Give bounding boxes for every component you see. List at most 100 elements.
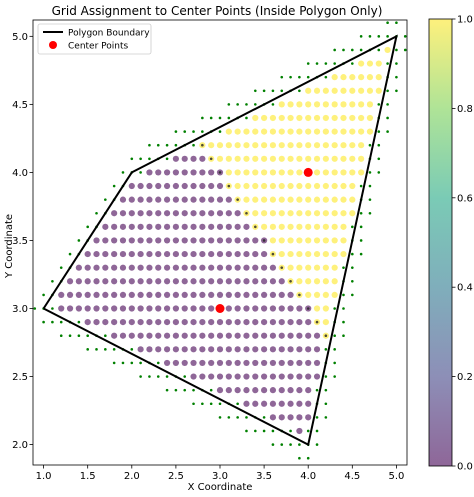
grid-point	[199, 237, 206, 244]
boundary-marker	[368, 35, 372, 38]
legend-entry-centers: Center Points	[68, 42, 128, 52]
grid-point	[313, 196, 321, 203]
grid-point	[269, 319, 277, 326]
boundary-marker	[201, 116, 204, 120]
grid-point	[278, 359, 285, 367]
colorbar-tick-label: 0.6	[457, 193, 473, 204]
grid-point	[252, 291, 259, 298]
grid-point	[305, 332, 312, 339]
grid-point	[172, 291, 179, 298]
grid-point	[137, 319, 144, 326]
grid-point	[340, 223, 347, 230]
grid-point	[305, 128, 312, 135]
boundary-marker	[342, 266, 345, 269]
grid-point	[287, 114, 294, 122]
grid-point	[340, 237, 347, 244]
grid-point	[322, 223, 329, 230]
grid-point	[163, 210, 171, 217]
grid-point	[128, 237, 135, 244]
boundary-marker	[315, 416, 319, 419]
grid-point	[163, 237, 171, 244]
grid-point	[119, 237, 127, 244]
boundary-marker	[174, 388, 178, 392]
tie-marker	[306, 307, 310, 310]
grid-point	[119, 305, 127, 312]
grid-point	[181, 182, 188, 190]
grid-point	[269, 373, 277, 380]
grid-point	[305, 414, 312, 421]
grid-point	[208, 196, 215, 203]
grid-point	[313, 142, 321, 149]
boundary-marker	[333, 334, 336, 338]
grid-point	[163, 169, 171, 176]
grid-point	[119, 223, 127, 230]
y-axis-label: Y Coordinate	[4, 214, 15, 279]
legend-entry-polygon: Polygon Boundary	[68, 29, 150, 39]
grid-point	[102, 250, 109, 258]
grid-point	[296, 128, 303, 135]
grid-point	[322, 101, 329, 108]
grid-point	[137, 250, 144, 258]
x-tick-label: 2.5	[168, 471, 184, 482]
grid-point	[313, 237, 321, 244]
tie-marker	[218, 171, 222, 174]
grid-point	[305, 400, 312, 407]
grid-point	[234, 142, 241, 149]
grid-point	[119, 250, 127, 258]
grid-point	[163, 291, 171, 298]
boundary-marker	[59, 334, 63, 338]
grid-point	[199, 196, 206, 203]
grid-point	[163, 196, 171, 203]
boundary-marker	[68, 334, 72, 338]
grid-point	[278, 223, 285, 230]
grid-point	[305, 142, 312, 149]
grid-point	[66, 305, 74, 312]
grid-point	[269, 359, 277, 367]
grid-point	[243, 169, 250, 176]
grid-point	[322, 142, 329, 149]
grid-point	[269, 223, 277, 230]
grid-point	[358, 169, 365, 176]
grid-point	[163, 319, 171, 326]
grid-point	[296, 196, 303, 203]
grid-point	[243, 346, 250, 353]
grid-point	[278, 400, 285, 407]
grid-point	[225, 332, 232, 339]
boundary-marker	[148, 375, 151, 378]
grid-point	[172, 196, 179, 203]
boundary-marker	[192, 143, 195, 147]
grid-point	[102, 278, 109, 285]
boundary-marker	[104, 198, 107, 201]
boundary-marker	[403, 35, 407, 38]
grid-point	[234, 319, 241, 326]
x-tick-label: 4.5	[344, 471, 360, 482]
boundary-marker	[351, 293, 354, 297]
grid-point	[172, 250, 179, 258]
tie-marker	[253, 225, 257, 229]
grid-point	[305, 101, 312, 108]
grid-point	[181, 264, 188, 271]
grid-point	[243, 155, 250, 162]
boundary-marker	[324, 348, 328, 351]
grid-point	[322, 155, 329, 162]
x-tick-label: 3.5	[256, 471, 272, 482]
grid-point	[296, 114, 303, 122]
boundary-marker	[218, 116, 222, 120]
grid-point	[75, 264, 82, 271]
boundary-marker	[395, 75, 398, 79]
grid-point	[331, 182, 338, 190]
boundary-marker	[351, 225, 354, 229]
boundary-marker	[165, 157, 169, 161]
grid-point	[287, 332, 294, 339]
grid-point	[296, 169, 303, 176]
grid-point	[252, 182, 259, 190]
grid-point	[269, 155, 277, 162]
grid-point	[199, 278, 206, 285]
grid-point	[313, 169, 321, 176]
grid-point	[322, 305, 329, 312]
grid-point	[199, 332, 206, 339]
grid-point	[234, 210, 241, 217]
boundary-marker	[333, 62, 336, 65]
boundary-marker	[33, 307, 37, 310]
grid-point	[119, 196, 127, 203]
